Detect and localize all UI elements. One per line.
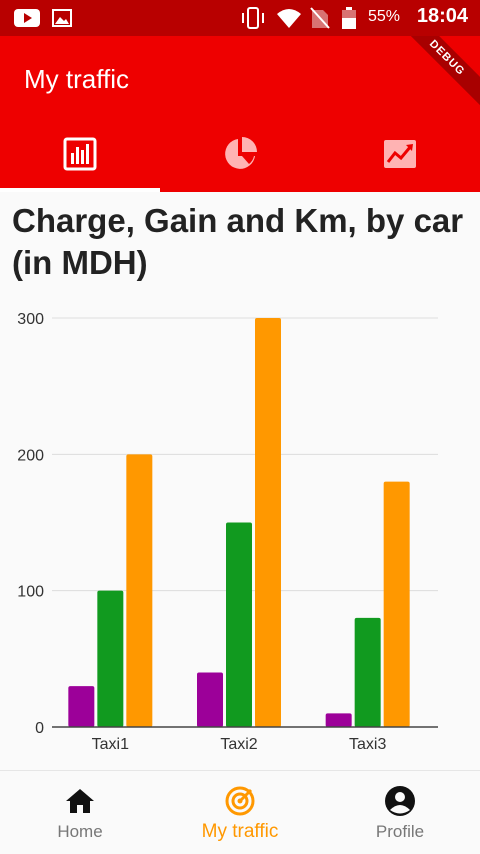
bar bbox=[354, 617, 381, 727]
debug-banner: DEBUG bbox=[393, 36, 480, 112]
clock: 18:04 bbox=[416, 5, 468, 27]
bar bbox=[126, 454, 153, 727]
y-tick-label: 0 bbox=[35, 720, 44, 737]
wifi-icon bbox=[277, 9, 301, 28]
app-bar: My traffic DEBUG bbox=[0, 36, 480, 192]
tab-indicator bbox=[0, 188, 160, 192]
image-icon bbox=[52, 9, 72, 27]
bar-chart-icon bbox=[63, 137, 97, 171]
tab-pie-chart[interactable] bbox=[160, 120, 320, 192]
app-title: My traffic bbox=[24, 64, 129, 94]
nav-my-traffic-label: My traffic bbox=[201, 821, 279, 842]
traffic-icon bbox=[225, 786, 255, 816]
status-bar: 55% 18:04 bbox=[0, 0, 480, 36]
y-tick-label: 200 bbox=[17, 447, 44, 464]
line-chart-icon bbox=[384, 140, 416, 168]
vibrate-icon bbox=[242, 7, 264, 29]
bar bbox=[383, 481, 410, 727]
bar bbox=[226, 522, 252, 727]
bar bbox=[97, 590, 124, 727]
nav-profile[interactable]: Profile bbox=[320, 771, 480, 854]
tab-line-chart[interactable] bbox=[320, 120, 480, 192]
chart-title: Charge, Gain and Km, by car (in MDH) bbox=[12, 202, 464, 281]
bottom-navigation: Home My traffic Profile bbox=[0, 770, 480, 854]
y-tick-label: 300 bbox=[17, 311, 44, 328]
battery-icon bbox=[342, 7, 356, 29]
tab-bar-chart[interactable] bbox=[0, 120, 160, 192]
nav-home-label: Home bbox=[57, 822, 103, 841]
bar bbox=[68, 686, 95, 727]
profile-icon bbox=[385, 786, 415, 816]
nav-my-traffic[interactable]: My traffic bbox=[160, 771, 320, 854]
battery-percent: 55% bbox=[367, 8, 400, 25]
home-icon bbox=[66, 789, 94, 813]
no-sim-icon bbox=[310, 7, 330, 29]
pie-chart-icon bbox=[225, 137, 257, 169]
bar bbox=[325, 713, 352, 727]
nav-profile-label: Profile bbox=[375, 822, 425, 841]
x-tick-label: Taxi2 bbox=[220, 736, 257, 753]
y-tick-label: 100 bbox=[17, 584, 44, 601]
bar bbox=[197, 672, 223, 727]
youtube-icon bbox=[14, 9, 40, 27]
chart-tabs bbox=[0, 120, 480, 192]
x-tick-label: Taxi3 bbox=[349, 736, 386, 753]
bar-chart: 0 100 200 300 Taxi1 Taxi2 Taxi3 bbox=[17, 311, 438, 753]
nav-home[interactable]: Home bbox=[0, 771, 160, 854]
x-tick-label: Taxi1 bbox=[92, 736, 129, 753]
bar bbox=[255, 318, 281, 727]
